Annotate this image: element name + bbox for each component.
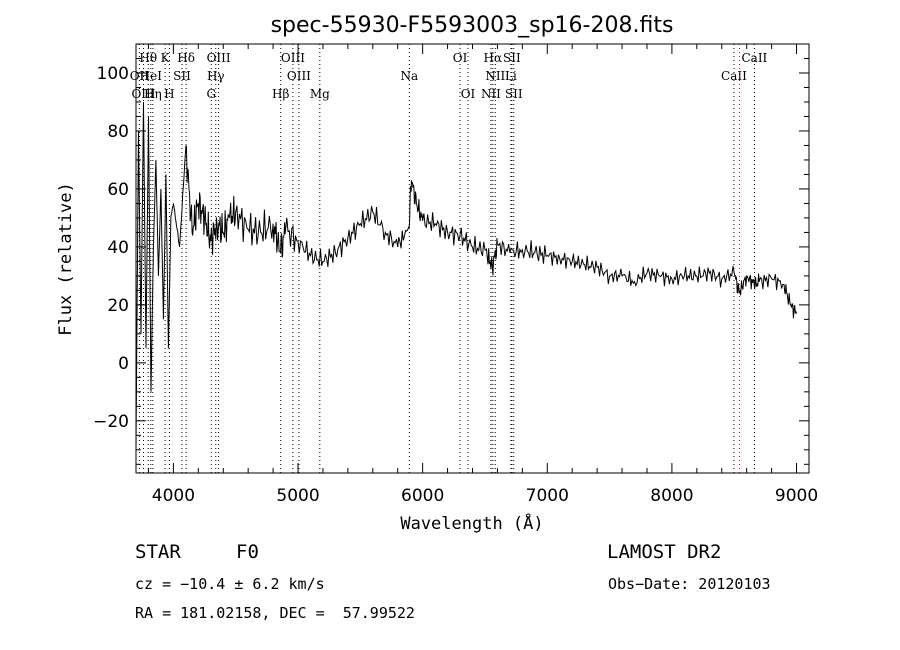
ra-dec-text: RA = 181.02158, DEC = 57.99522 [135, 604, 415, 622]
spectrum-series [135, 101, 797, 450]
spectral-line-label: CaII [721, 69, 747, 83]
spectral-line-label: K [161, 51, 171, 65]
x-axis-label: Wavelength (Å) [400, 512, 543, 534]
y-tick-label: −20 [93, 412, 129, 432]
x-tick-label: 7000 [526, 486, 569, 506]
x-tick-label: 8000 [650, 486, 693, 506]
spectral-line-label: Hη [144, 87, 162, 101]
spectral-line-label: Li [505, 69, 517, 83]
subclass: F0 [236, 541, 259, 563]
spectral-line-label: G [206, 87, 216, 101]
y-tick-label: 20 [107, 296, 129, 316]
spectral-line-label: NII [485, 69, 505, 83]
plot-frame [135, 43, 810, 474]
y-tick-label: 40 [107, 238, 129, 258]
y-tick-label: 80 [107, 122, 129, 142]
x-tick-label: 6000 [401, 486, 444, 506]
spectral-line-label: Na [400, 69, 418, 83]
spectral-line-label: Hδ [177, 51, 195, 65]
series-layer [135, 101, 797, 450]
spectral-line-label: SII [505, 87, 523, 101]
redshift-text: cz = −10.4 ± 6.2 km/s [135, 575, 325, 593]
spectral-line-label: SII [173, 69, 191, 83]
spectral-line-label: OI [461, 87, 476, 101]
spectral-line-label: NII [481, 87, 501, 101]
spectral-line-label: H [164, 87, 174, 101]
spectral-line-label: OIII [281, 51, 305, 65]
x-axis: 4000 5000 6000 7000 8000 9000 [147, 44, 818, 506]
y-axis: −20 0 20 40 60 80 100 [93, 57, 809, 465]
y-axis-label: Flux (relative) [56, 182, 76, 336]
spectral-line-label: OIII [131, 87, 155, 101]
y-tick-label: 0 [118, 354, 129, 374]
x-tick-label: 5000 [276, 486, 319, 506]
spectral-line-label: Hγ [207, 69, 225, 83]
x-tick-label: 9000 [775, 486, 818, 506]
y-tick-label: 100 [97, 64, 129, 84]
spectral-line-label: SII [503, 51, 521, 65]
spectral-line-label: OIII [287, 69, 311, 83]
spectral-line-label: Mg [310, 87, 330, 101]
x-tick-label: 4000 [152, 486, 195, 506]
spectral-line-label: OIII [207, 51, 231, 65]
spectral-line-label: Hθ [139, 51, 157, 65]
y-tick-label: 60 [107, 180, 129, 200]
spectral-line-label: Hβ [272, 87, 289, 101]
obs-date-text: Obs−Date: 20120103 [608, 575, 771, 593]
chart-title: spec-55930-F5593003_sp16-208.fits [271, 13, 674, 38]
survey-name: LAMOST DR2 [607, 541, 722, 563]
spectral-line-label: OI [453, 51, 468, 65]
spectral-line-label: CaII [741, 51, 767, 65]
object-class: STAR [135, 541, 181, 563]
spectral-line-label: Hα [484, 51, 503, 65]
